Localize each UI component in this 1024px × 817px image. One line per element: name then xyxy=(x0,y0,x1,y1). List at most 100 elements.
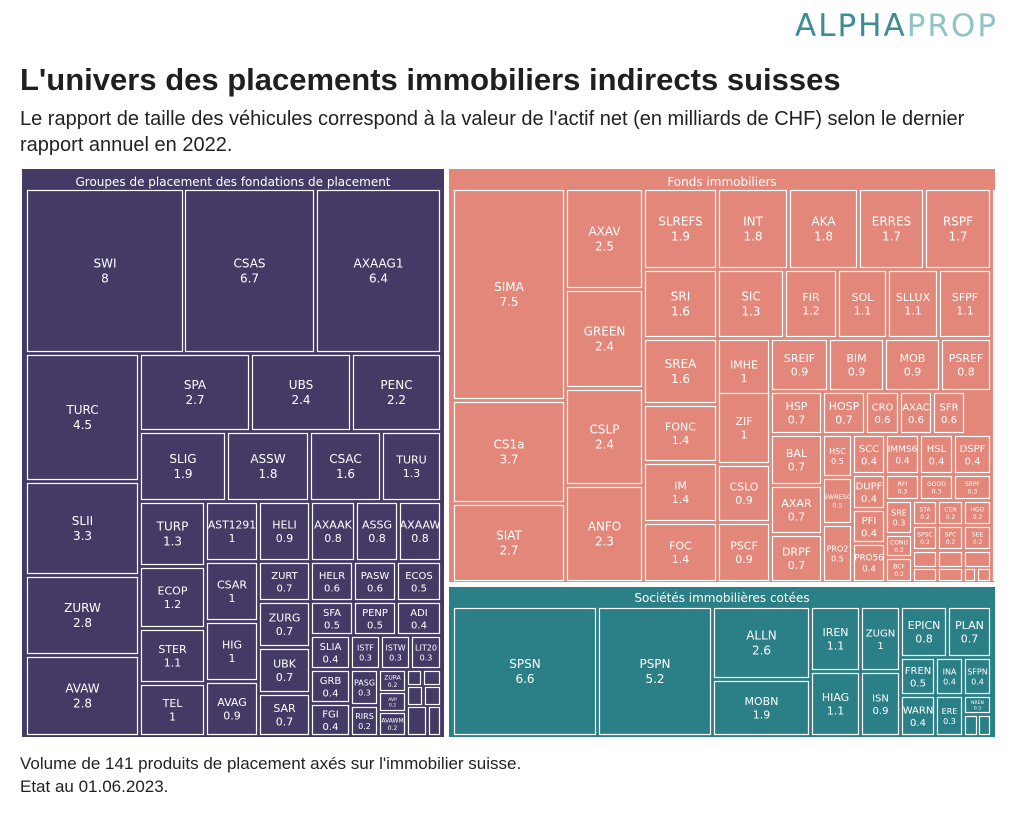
treemap-tile-cro[interactable]: CRO 0.6 xyxy=(866,392,899,434)
treemap-tile-isn[interactable]: ISN 0.9 xyxy=(861,672,900,736)
treemap-tile[interactable] xyxy=(977,568,991,582)
treemap-tile-im[interactable]: IM1.4 xyxy=(644,463,717,522)
treemap-tile[interactable] xyxy=(992,189,996,582)
treemap-tile[interactable] xyxy=(423,670,441,686)
treemap-tile[interactable] xyxy=(978,715,991,736)
treemap-tile[interactable] xyxy=(407,670,422,686)
treemap-tile-fgi[interactable]: FGI 0.4 xyxy=(311,704,350,736)
treemap-tile[interactable] xyxy=(964,551,991,568)
treemap-tile[interactable] xyxy=(407,706,427,736)
treemap-tile-dupf[interactable]: DUPF 0.4 xyxy=(853,475,885,509)
treemap-tile-zugn[interactable]: ZUGN 1 xyxy=(861,607,900,671)
treemap-tile-axac[interactable]: AXAC 0.6 xyxy=(900,392,932,434)
treemap-tile[interactable] xyxy=(428,706,441,736)
treemap-tile[interactable] xyxy=(938,551,963,568)
treemap-tile[interactable] xyxy=(964,568,976,582)
treemap-tile[interactable] xyxy=(938,568,963,582)
